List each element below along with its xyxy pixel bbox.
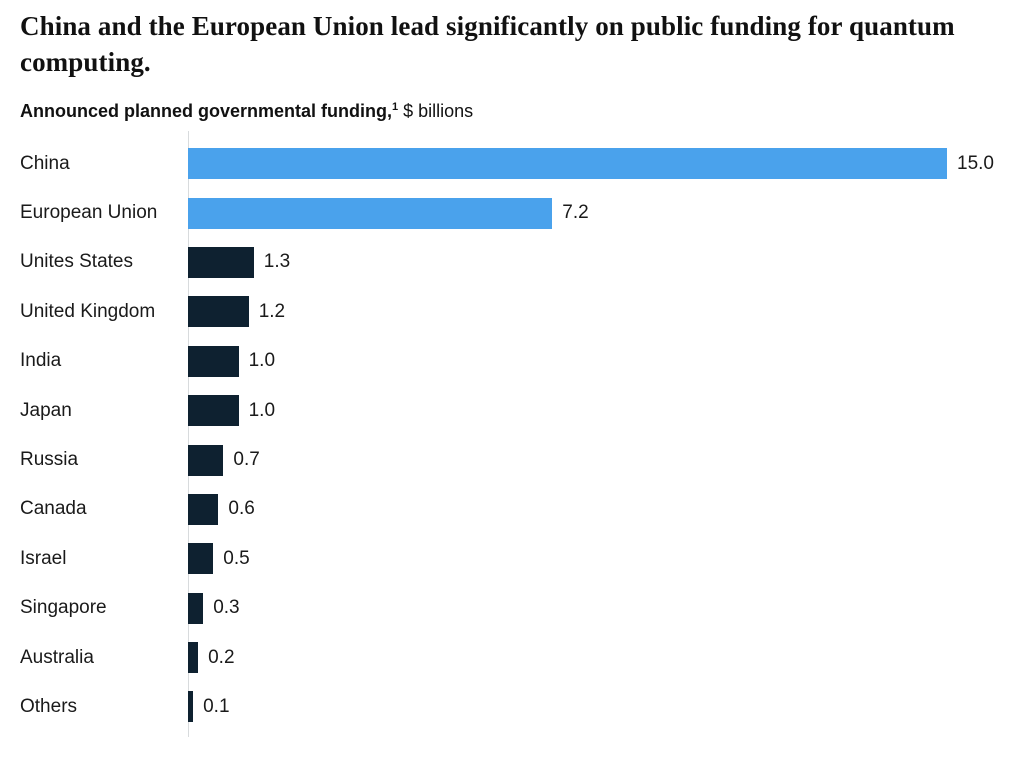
- chart-row: China 15.0: [20, 139, 1024, 188]
- bar: [188, 493, 219, 525]
- chart-row: Australia 0.2: [20, 633, 1024, 682]
- category-label: Unites States: [20, 251, 133, 273]
- chart-row: Japan 1.0: [20, 386, 1024, 435]
- subtitle-bold-text: Announced planned governmental funding,: [20, 101, 392, 121]
- value-label: 15.0: [957, 152, 994, 174]
- category-label: United Kingdom: [20, 300, 156, 322]
- bar: [188, 543, 214, 575]
- chart-row: Canada 0.6: [20, 485, 1024, 534]
- bar-track: 0.6: [188, 493, 1024, 525]
- chart-subtitle: Announced planned governmental funding,1…: [20, 101, 980, 122]
- bar-track: 1.0: [188, 345, 1024, 377]
- bar-track: 0.3: [188, 592, 1024, 624]
- category-label: Canada: [20, 498, 87, 520]
- category-label: Japan: [20, 399, 72, 421]
- bar: [188, 444, 224, 476]
- value-label: 0.1: [203, 695, 230, 717]
- category-label: India: [20, 350, 62, 372]
- bar-track: 1.2: [188, 296, 1024, 328]
- chart-row: Singapore 0.3: [20, 584, 1024, 633]
- y-axis-line: [188, 131, 189, 737]
- bar: [188, 592, 204, 624]
- value-label: 7.2: [562, 202, 589, 224]
- value-label: 1.0: [248, 350, 276, 372]
- chart-row: Unites States 1.3: [20, 238, 1024, 287]
- bar-track: 0.1: [188, 691, 1024, 723]
- bar: [188, 395, 239, 427]
- value-label: 1.2: [258, 300, 286, 322]
- chart-row: Others 0.1: [20, 682, 1024, 731]
- chart-row: United Kingdom 1.2: [20, 287, 1024, 336]
- value-label: 0.5: [223, 547, 250, 569]
- bar-track: 7.2: [188, 197, 1024, 229]
- value-label: 0.2: [208, 646, 235, 668]
- bar-chart-rows: China 15.0 European Union 7.2 Unites States 1…: [20, 139, 1024, 732]
- bar: [188, 642, 199, 674]
- chart-row: European Union 7.2: [20, 188, 1024, 237]
- category-label: Singapore: [20, 597, 107, 619]
- value-label: 0.3: [213, 597, 240, 619]
- bar: [188, 246, 254, 278]
- bar: [188, 197, 553, 229]
- bar-track: 0.5: [188, 543, 1024, 575]
- category-label: Russia: [20, 449, 79, 471]
- bar: [188, 345, 239, 377]
- category-label: Israel: [20, 547, 67, 569]
- chart-row: Israel 0.5: [20, 534, 1024, 583]
- bar: [188, 148, 947, 180]
- footnote-marker: 1: [392, 101, 399, 113]
- chart-row: Russia 0.7: [20, 435, 1024, 484]
- bar: [188, 296, 249, 328]
- category-label: China: [20, 152, 70, 174]
- bar-track: 1.3: [188, 246, 1024, 278]
- value-label: 0.6: [228, 498, 255, 520]
- bar-track: 15.0: [188, 148, 1024, 180]
- bar-track: 0.7: [188, 444, 1024, 476]
- bar-chart: China 15.0 European Union 7.2 Unites States 1…: [20, 131, 1024, 751]
- category-label: Others: [20, 695, 78, 717]
- category-label: Australia: [20, 646, 94, 668]
- category-label: European Union: [20, 202, 158, 224]
- chart-title: China and the European Union lead signif…: [20, 11, 955, 77]
- value-label: 1.3: [263, 251, 291, 273]
- subtitle-unit-text: $ billions: [398, 101, 474, 121]
- value-label: 0.7: [233, 449, 260, 471]
- value-label: 1.0: [248, 399, 276, 421]
- chart-header: China and the European Union lead signif…: [20, 8, 980, 122]
- bar-track: 1.0: [188, 395, 1024, 427]
- chart-row: India 1.0: [20, 337, 1024, 386]
- bar-track: 0.2: [188, 642, 1024, 674]
- bar: [188, 691, 194, 723]
